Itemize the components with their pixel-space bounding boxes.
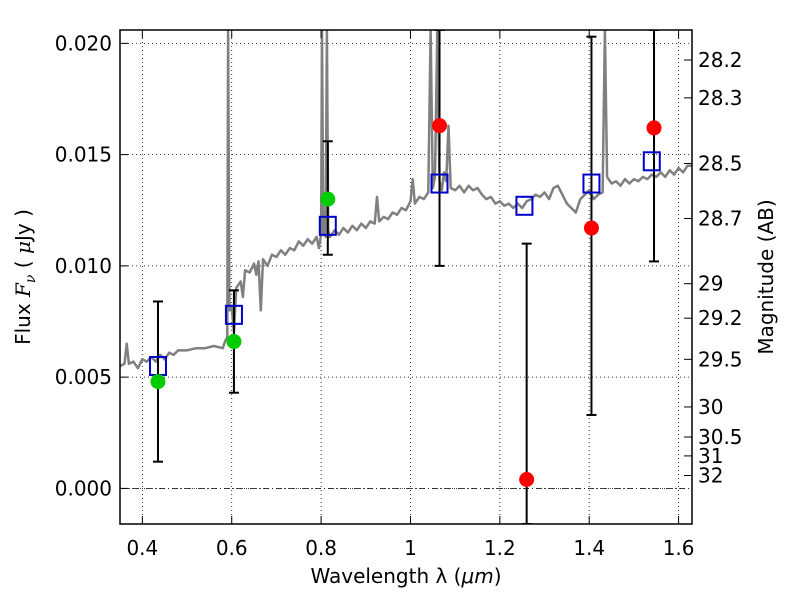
y2-axis-label: Magnitude (AB) xyxy=(754,199,778,354)
x-axis-label: Wavelength λ (μm) xyxy=(310,564,501,588)
detection-point xyxy=(226,334,242,350)
nondetection-point xyxy=(519,471,535,487)
y-tick-label: 0.020 xyxy=(55,31,112,55)
x-tick-label: 0.6 xyxy=(216,536,248,560)
model-flux-square xyxy=(318,215,337,236)
y2-tick-label: 28.2 xyxy=(698,48,743,72)
y2-tick-label: 30 xyxy=(698,395,723,419)
y2-tick-label: 28.5 xyxy=(698,152,743,176)
y2-tick-label: 29.2 xyxy=(698,306,743,330)
y-axis-ticks: 0.000 0.005 0.010 0.015 0.020 xyxy=(55,31,128,500)
nondetection-point xyxy=(583,220,599,236)
data-markers xyxy=(148,118,662,487)
plot-background xyxy=(120,30,692,524)
model-flux-square xyxy=(430,173,449,194)
y2-tick-label: 32 xyxy=(698,463,723,487)
nondetection-point xyxy=(432,118,448,134)
x-tick-label: 0.4 xyxy=(126,536,158,560)
x-tick-label: 1.6 xyxy=(663,536,695,560)
x-tick-label: 1.4 xyxy=(573,536,605,560)
model-flux-square xyxy=(224,304,243,325)
plot-frame xyxy=(119,29,693,525)
model-flux-square xyxy=(515,195,534,216)
x-tick-label: 1.2 xyxy=(484,536,516,560)
y-tick-label: 0.005 xyxy=(55,365,112,389)
y2-tick-label: 28.3 xyxy=(698,86,743,110)
y-tick-label: 0.010 xyxy=(55,254,112,278)
model-flux-square xyxy=(642,151,661,172)
model-flux-square xyxy=(582,173,601,194)
y2-tick-label: 30.5 xyxy=(698,425,743,449)
y2-tick-label: 28.7 xyxy=(698,206,743,230)
grid-lines xyxy=(120,30,692,524)
y-axis-label: Flux Fν ( μJy ) xyxy=(11,209,39,345)
y-tick-label: 0.015 xyxy=(55,143,112,167)
y-tick-label: 0.000 xyxy=(55,476,112,500)
y2-tick-label: 29.5 xyxy=(698,347,743,371)
x-tick-label: 1 xyxy=(404,536,417,560)
detection-point xyxy=(150,374,166,390)
x-axis-ticks: 0.4 0.6 0.8 1 1.2 1.4 1.6 xyxy=(126,30,695,560)
y2-tick-label: 29 xyxy=(698,272,723,296)
nondetection-point xyxy=(646,120,662,136)
y2-tick-label: 31 xyxy=(698,444,723,468)
detection-point xyxy=(320,191,336,207)
x-tick-label: 0.8 xyxy=(305,536,337,560)
